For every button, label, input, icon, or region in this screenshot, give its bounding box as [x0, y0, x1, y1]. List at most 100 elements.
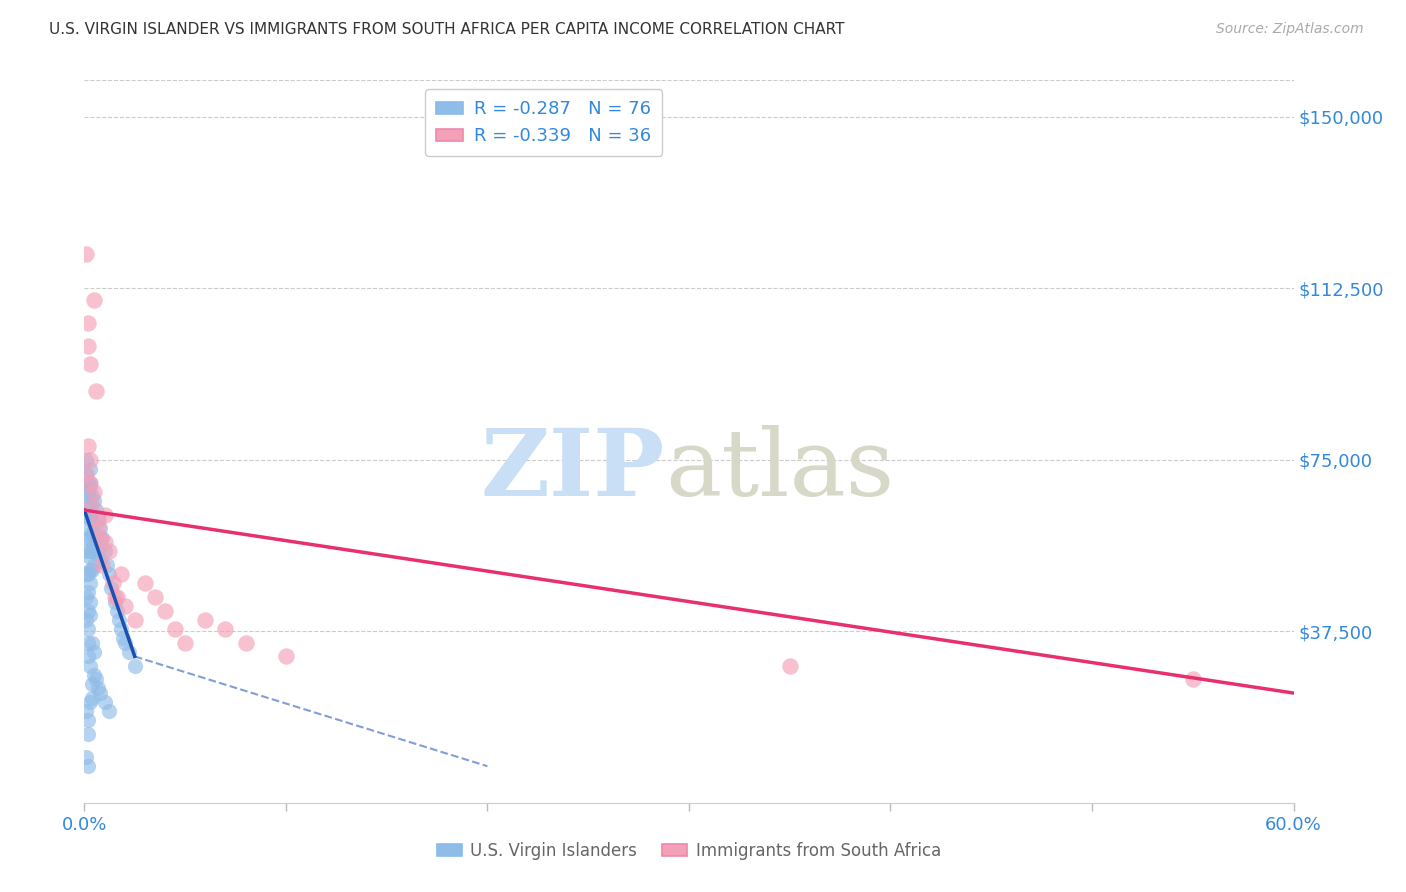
Point — [89, 686, 111, 700]
Point — [77, 727, 100, 741]
Point — [96, 558, 118, 572]
Point — [79, 453, 101, 467]
Point — [79, 695, 101, 709]
Point — [100, 581, 122, 595]
Point — [77, 759, 100, 773]
Point — [77, 490, 100, 504]
Point — [79, 576, 101, 591]
Point — [77, 549, 100, 563]
Point — [93, 508, 115, 522]
Point — [79, 544, 101, 558]
Point — [77, 338, 100, 352]
Point — [118, 645, 141, 659]
Point — [82, 499, 104, 513]
Point — [77, 508, 100, 522]
Point — [77, 622, 100, 636]
Text: Source: ZipAtlas.com: Source: ZipAtlas.com — [1216, 22, 1364, 37]
Point — [87, 512, 110, 526]
Point — [77, 649, 100, 664]
Point — [89, 531, 111, 545]
Point — [86, 384, 108, 399]
Text: atlas: atlas — [665, 425, 894, 516]
Point — [77, 714, 100, 728]
Point — [165, 622, 187, 636]
Point — [79, 475, 101, 490]
Point — [77, 585, 100, 599]
Point — [111, 631, 134, 645]
Point — [82, 544, 104, 558]
Text: U.S. VIRGIN ISLANDER VS IMMIGRANTS FROM SOUTH AFRICA PER CAPITA INCOME CORRELATI: U.S. VIRGIN ISLANDER VS IMMIGRANTS FROM … — [49, 22, 845, 37]
Point — [79, 531, 101, 545]
Point — [779, 658, 801, 673]
Point — [75, 567, 97, 582]
Point — [97, 704, 120, 718]
Point — [77, 567, 100, 582]
Point — [75, 453, 97, 467]
Point — [77, 475, 100, 490]
Point — [83, 516, 105, 531]
Point — [82, 690, 104, 705]
Point — [79, 608, 101, 623]
Point — [274, 649, 297, 664]
Point — [174, 636, 197, 650]
Point — [82, 677, 104, 691]
Point — [79, 475, 101, 490]
Point — [75, 499, 97, 513]
Point — [83, 558, 105, 572]
Point — [77, 531, 100, 545]
Point — [75, 750, 97, 764]
Point — [77, 604, 100, 618]
Point — [75, 247, 97, 261]
Point — [82, 490, 104, 504]
Point — [134, 576, 156, 591]
Point — [97, 544, 120, 558]
Point — [114, 599, 136, 614]
Point — [114, 636, 136, 650]
Point — [75, 467, 97, 481]
Point — [110, 567, 132, 582]
Point — [77, 484, 100, 499]
Point — [97, 567, 120, 582]
Point — [93, 544, 115, 558]
Point — [235, 636, 257, 650]
Point — [104, 590, 127, 604]
Point — [75, 521, 97, 535]
Point — [110, 622, 132, 636]
Point — [77, 439, 100, 453]
Point — [214, 622, 236, 636]
Point — [75, 590, 97, 604]
Point — [79, 462, 101, 476]
Point — [91, 558, 114, 572]
Point — [104, 594, 127, 608]
Point — [82, 526, 104, 541]
Point — [93, 695, 115, 709]
Point — [101, 576, 124, 591]
Point — [79, 499, 101, 513]
Point — [107, 613, 129, 627]
Point — [83, 645, 105, 659]
Point — [89, 521, 111, 535]
Point — [83, 494, 105, 508]
Point — [124, 658, 146, 673]
Point — [89, 553, 111, 567]
Point — [82, 508, 104, 522]
Point — [87, 521, 110, 535]
Point — [79, 563, 101, 577]
Point — [82, 636, 104, 650]
Point — [87, 681, 110, 696]
Point — [87, 512, 110, 526]
Point — [83, 293, 105, 307]
Point — [83, 484, 105, 499]
Point — [79, 357, 101, 371]
Point — [153, 604, 176, 618]
Point — [77, 316, 100, 330]
Point — [75, 704, 97, 718]
Point — [83, 535, 105, 549]
Point — [86, 673, 108, 687]
Point — [79, 658, 101, 673]
Point — [86, 503, 108, 517]
Point — [1181, 673, 1204, 687]
Point — [194, 613, 217, 627]
Point — [87, 544, 110, 558]
Point — [79, 480, 101, 494]
